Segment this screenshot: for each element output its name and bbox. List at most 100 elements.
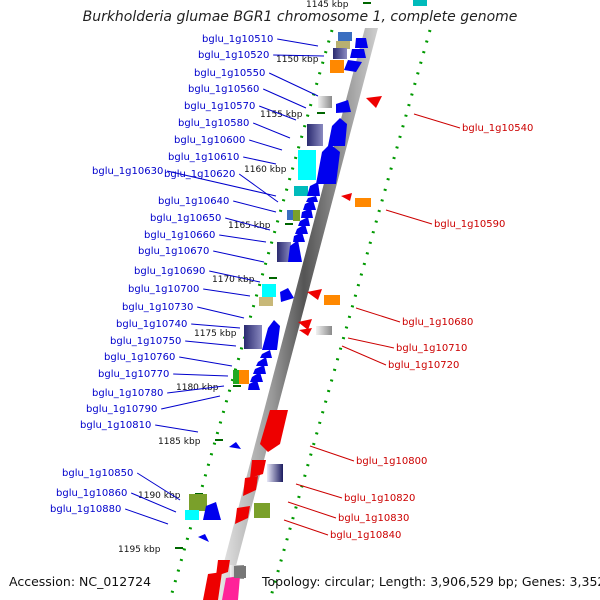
- gene-arrow: [203, 502, 221, 520]
- gene-label[interactable]: bglu_1g10670: [138, 246, 209, 257]
- gene-arrow: [328, 118, 347, 146]
- gene-block: [287, 210, 295, 220]
- gene-block: [336, 41, 350, 49]
- label-leader-line: [347, 337, 395, 349]
- gene-arrow: [198, 534, 209, 542]
- gene-block: [234, 566, 246, 578]
- gene-label[interactable]: bglu_1g10660: [144, 230, 215, 241]
- gene-block: [330, 60, 344, 73]
- gene-block: [239, 370, 249, 384]
- gene-arrow: [248, 380, 260, 390]
- gene-label[interactable]: bglu_1g10820: [344, 493, 415, 504]
- label-leader-line: [125, 508, 169, 525]
- axis-tick-label: 1160 kbp: [244, 165, 287, 175]
- gene-arrow: [260, 350, 272, 358]
- gene-arrow: [280, 288, 294, 302]
- label-leader-line: [203, 288, 251, 297]
- gene-label[interactable]: bglu_1g10640: [158, 196, 229, 207]
- gene-label[interactable]: bglu_1g10520: [198, 50, 269, 61]
- gene-label[interactable]: bglu_1g10580: [178, 118, 249, 129]
- label-leader-line: [341, 345, 387, 366]
- gene-label[interactable]: bglu_1g10710: [396, 343, 467, 354]
- axis-tick-label: 1165 kbp: [228, 221, 271, 231]
- gene-label[interactable]: bglu_1g10750: [110, 336, 181, 347]
- gene-label[interactable]: bglu_1g10790: [86, 404, 157, 415]
- gene-label[interactable]: bglu_1g10620: [164, 169, 235, 180]
- gene-arrow: [253, 365, 266, 374]
- label-leader-line: [238, 173, 279, 203]
- gene-label[interactable]: bglu_1g10610: [168, 152, 239, 163]
- gene-label[interactable]: bglu_1g10540: [462, 123, 533, 134]
- label-leader-line: [213, 250, 265, 263]
- gene-block: [294, 186, 308, 196]
- axis-tick-label: 1180 kbp: [176, 383, 219, 393]
- axis-tick-label: 1175 kbp: [194, 329, 237, 339]
- label-leader-line: [191, 323, 241, 329]
- gene-label[interactable]: bglu_1g10570: [184, 101, 255, 112]
- gene-block: [244, 325, 262, 349]
- gene-block: [267, 464, 283, 482]
- label-leader-line: [262, 88, 307, 109]
- gene-block: [233, 370, 239, 384]
- label-leader-line: [273, 54, 325, 57]
- gene-label[interactable]: bglu_1g10850: [62, 468, 133, 479]
- gene-block: [338, 32, 352, 41]
- label-leader-line: [197, 306, 245, 319]
- map-title: Burkholderia glumae BGR1 chromosome 1, c…: [82, 9, 518, 25]
- gene-label[interactable]: bglu_1g10760: [104, 352, 175, 363]
- gene-arrow: [288, 240, 302, 262]
- gene-label[interactable]: bglu_1g10880: [50, 504, 121, 515]
- gene-label[interactable]: bglu_1g10770: [98, 369, 169, 380]
- label-leader-line: [185, 340, 237, 347]
- gene-block: [316, 326, 332, 335]
- gene-arrow: [336, 100, 351, 113]
- gene-arrow: [303, 200, 316, 210]
- gene-label[interactable]: bglu_1g10810: [80, 420, 151, 431]
- gene-arrow: [216, 560, 230, 576]
- label-leader-line: [268, 72, 319, 97]
- gene-block: [333, 48, 347, 59]
- axis-tick-label: 1170 kbp: [212, 275, 255, 285]
- accession-text: Accession: NC_012724: [9, 574, 152, 589]
- gene-label[interactable]: bglu_1g10680: [402, 317, 473, 328]
- label-leader-line: [309, 445, 355, 462]
- gene-label[interactable]: bglu_1g10550: [194, 68, 265, 79]
- gene-label[interactable]: bglu_1g10860: [56, 488, 127, 499]
- gene-label[interactable]: bglu_1g10700: [128, 284, 199, 295]
- gene-arrow: [256, 357, 268, 366]
- gene-label[interactable]: bglu_1g10800: [356, 456, 427, 467]
- gene-label[interactable]: bglu_1g10740: [116, 319, 187, 330]
- gene-block: [293, 210, 300, 221]
- gene-label[interactable]: bglu_1g10780: [92, 388, 163, 399]
- label-leader-line: [243, 156, 277, 165]
- gene-label[interactable]: bglu_1g10830: [338, 513, 409, 524]
- gene-arrow: [301, 208, 313, 218]
- gene-label[interactable]: bglu_1g10840: [330, 530, 401, 541]
- axis-tick-label: 1150 kbp: [276, 55, 319, 65]
- gene-label[interactable]: bglu_1g10600: [174, 135, 245, 146]
- gene-label[interactable]: bglu_1g10650: [150, 213, 221, 224]
- gene-label[interactable]: bglu_1g10510: [202, 34, 273, 45]
- label-leader-line: [209, 270, 261, 283]
- label-leader-line: [136, 472, 181, 501]
- gene-label[interactable]: bglu_1g10630: [92, 166, 163, 177]
- gene-block: [262, 284, 276, 297]
- label-leader-line: [131, 492, 177, 513]
- gene-block: [189, 494, 207, 511]
- gene-label[interactable]: bglu_1g10590: [434, 219, 505, 230]
- label-leader-line: [155, 424, 199, 433]
- gene-label[interactable]: bglu_1g10690: [134, 266, 205, 277]
- axis-tick-label: 1190 kbp: [138, 491, 181, 501]
- gene-label[interactable]: bglu_1g10730: [122, 302, 193, 313]
- label-leader-line: [161, 395, 221, 410]
- gene-arrow: [222, 576, 240, 600]
- label-leader-line: [225, 217, 271, 231]
- axis-tick-label: 1195 kbp: [118, 545, 161, 555]
- gene-block: [185, 510, 199, 520]
- label-leader-line: [173, 373, 229, 377]
- label-leader-line: [233, 200, 277, 213]
- gene-arrow: [243, 476, 258, 496]
- gene-label[interactable]: bglu_1g10560: [188, 84, 259, 95]
- gene-label[interactable]: bglu_1g10720: [388, 360, 459, 371]
